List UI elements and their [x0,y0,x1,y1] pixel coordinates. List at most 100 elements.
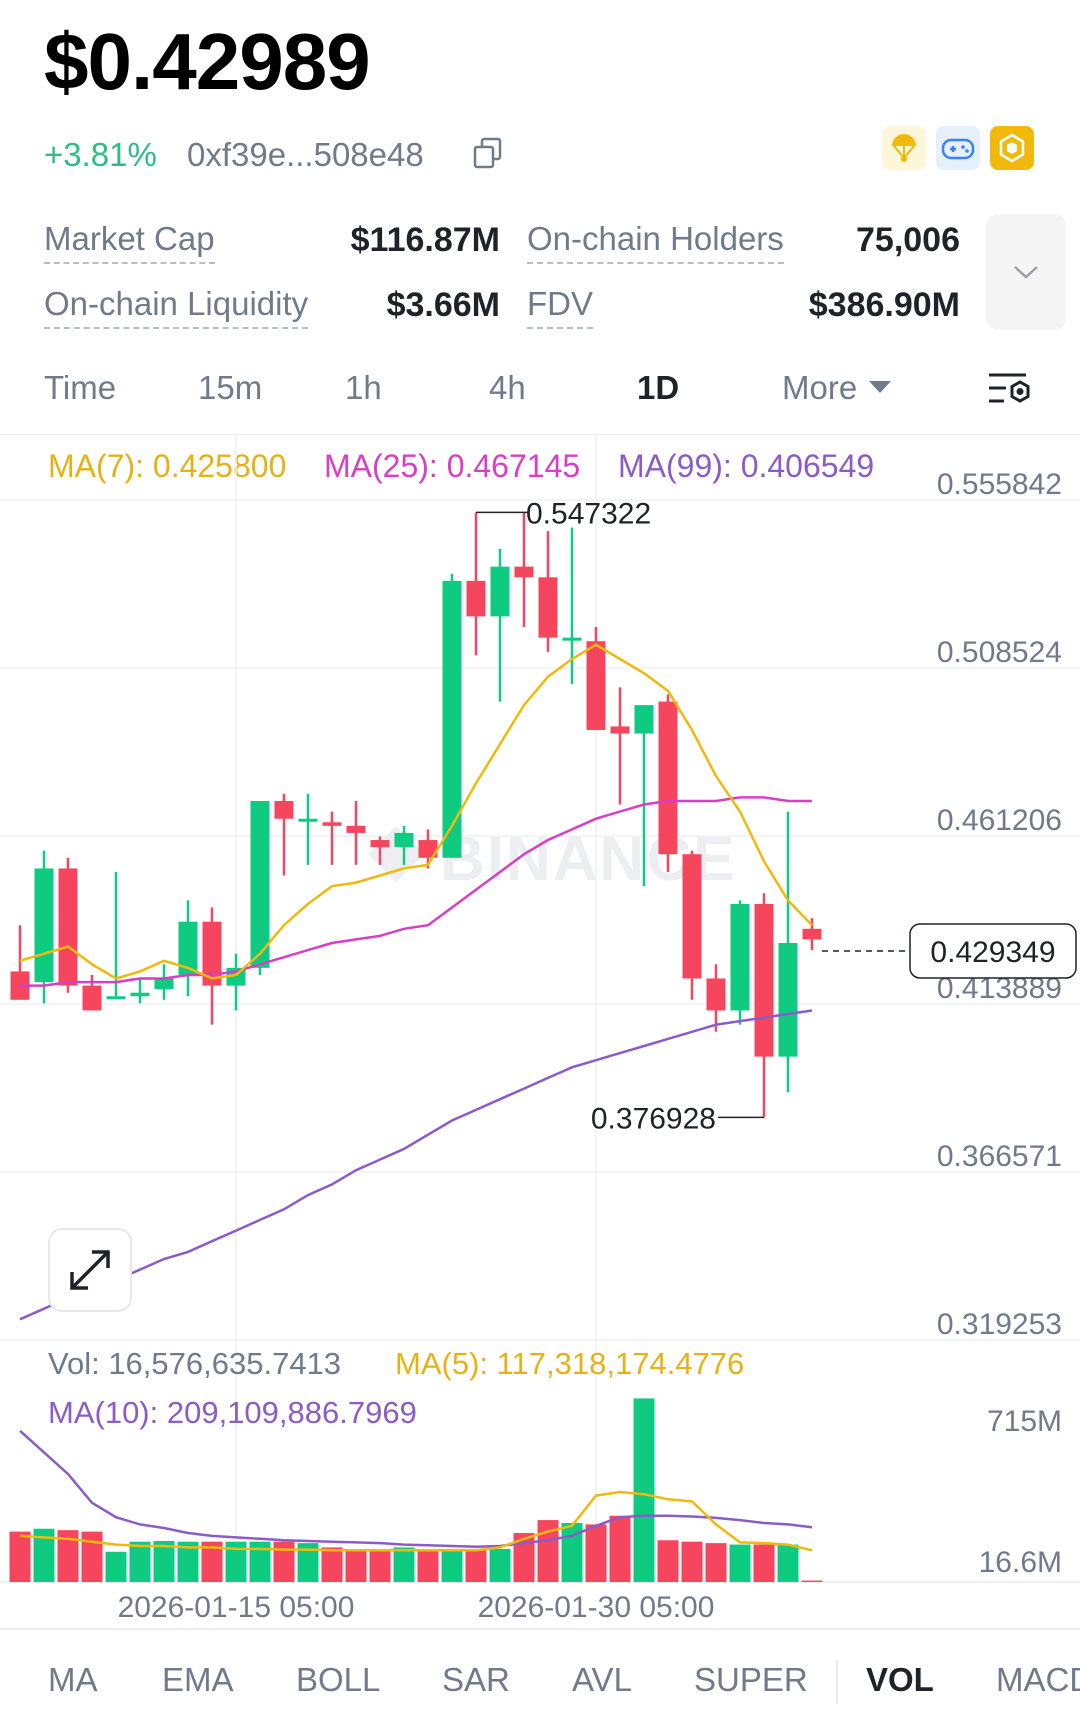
candle-down [610,726,630,734]
candle-down [346,825,366,833]
candle-down [202,921,222,986]
candle-up [130,992,150,997]
volume-bar [801,1580,823,1582]
volume-bar [537,1520,559,1582]
candle-down [514,566,534,578]
candle-up [562,637,582,641]
candle-up [394,832,414,848]
parachute-icon[interactable] [882,126,926,170]
volume-bar [609,1515,631,1582]
liquidity-label[interactable]: On-chain Liquidity [44,285,309,329]
candle-up [490,566,510,617]
tab-4h[interactable]: 4h [489,369,526,406]
indicator-tab-ma[interactable]: MA [48,1661,98,1698]
high-price-label: 0.547322 [526,497,651,530]
indicator-tab-macd[interactable]: MACD [996,1661,1080,1698]
ma7-readout: MA(7): 0.425800 [48,448,287,484]
chart-settings-icon[interactable] [986,368,1032,412]
candle-up [298,818,318,822]
indicator-tab-ema[interactable]: EMA [162,1661,234,1698]
indicator-tab-sar[interactable]: SAR [442,1661,510,1698]
volume-axis-label: 16.6M [979,1546,1062,1579]
volume-bar [345,1550,367,1582]
volume-bar [297,1543,319,1582]
candle-down [682,854,702,979]
gamepad-icon[interactable] [936,126,980,170]
candle-up [250,800,270,968]
copy-icon[interactable] [473,137,503,169]
indicator-separator [836,1660,838,1704]
volume-bar [513,1533,535,1582]
tab-more-label: More [782,369,858,406]
candle-down [274,800,294,819]
low-price-label: 0.376928 [591,1102,716,1135]
candle-down [370,840,390,848]
candle-up [730,903,750,1011]
volume-bar [201,1541,223,1582]
volume-bar [489,1548,511,1582]
volume-bar [753,1544,775,1582]
volume-bar [225,1541,247,1582]
price-axis-label: 0.555842 [937,468,1062,501]
tab-time[interactable]: Time [44,369,117,406]
ma7-line [19,643,813,980]
volume-bar [321,1547,343,1582]
candle-down [418,840,438,858]
tab-more[interactable]: More [782,368,892,408]
x-axis-label: 2026-01-30 05:00 [478,1591,715,1624]
chevron-down-icon [1014,266,1038,279]
stats-expand-button[interactable] [986,214,1066,330]
candle-down [82,985,102,1011]
holders-label[interactable]: On-chain Holders [527,220,784,264]
ma25-line [20,796,812,987]
fdv-value: $386.90M [808,286,960,324]
expand-chart-button[interactable] [48,1228,132,1312]
current-price-label: 0.429349 [930,936,1055,969]
contract-address[interactable]: 0xf39e...508e48 [187,136,424,173]
token-price: $0.42989 [44,17,371,106]
bottom-divider [0,1628,1080,1630]
volume-bar [777,1544,799,1582]
candle-up [634,705,654,734]
candle-down [586,641,606,730]
price-change: +3.81% [44,136,157,173]
caret-down-icon [869,381,892,394]
volume-bar [177,1541,199,1582]
price-axis-label: 0.508524 [937,636,1062,669]
indicator-tab-vol[interactable]: VOL [866,1661,934,1698]
tab-15m[interactable]: 15m [198,369,263,406]
volume-bar [417,1550,439,1582]
indicator-tab-super[interactable]: SUPER [694,1661,808,1698]
candle-up [34,868,54,983]
candle-up [778,942,798,1057]
indicator-tab-avl[interactable]: AVL [572,1661,632,1698]
indicator-tab-boll[interactable]: BOLL [296,1661,381,1698]
candle-down [706,978,726,1011]
volume-bar [465,1550,487,1582]
volume-bar [33,1528,55,1582]
price-chart[interactable]: BINANCE0.5558420.5085240.4612060.4138890… [0,434,1080,1628]
bnb-chain-icon[interactable] [990,126,1034,170]
tab-1h[interactable]: 1h [345,369,382,406]
market-cap-label[interactable]: Market Cap [44,220,215,264]
volume-bar [57,1530,79,1582]
volume-bar [81,1531,103,1582]
volume-bar [729,1544,751,1582]
volume-bar [705,1543,727,1582]
volume-bar [153,1540,175,1582]
volume-bar [657,1540,679,1582]
candle-down [538,577,558,638]
vol-ma10-readout: MA(10): 209,109,886.7969 [48,1395,417,1430]
volume-axis-label: 715M [987,1405,1062,1438]
ma25-readout: MA(25): 0.467145 [324,448,581,484]
candle-down [58,868,78,986]
candle-up [442,580,462,858]
tab-1d[interactable]: 1D [637,369,680,406]
volume-bar [273,1541,295,1582]
volume-bar [129,1541,151,1582]
volume-bar [249,1541,271,1582]
candle-down [322,822,342,826]
fdv-label[interactable]: FDV [527,285,593,329]
vol-ma5-readout: MA(5): 117,318,174.4776 [395,1346,745,1381]
holders-value: 75,006 [856,221,960,259]
